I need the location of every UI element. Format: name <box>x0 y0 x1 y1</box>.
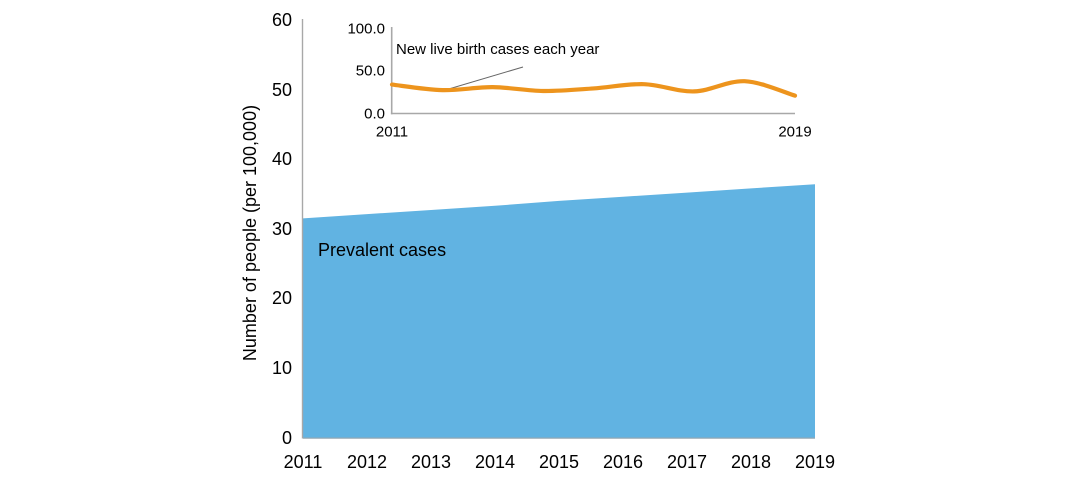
main-y-tick-label: 0 <box>281 427 292 448</box>
main-x-tick-label: 2012 <box>346 452 388 472</box>
main-y-tick-label: 20 <box>271 288 292 309</box>
annotation-leader-line <box>441 66 524 92</box>
main-x-tick-label: 2016 <box>602 452 644 472</box>
inset-y-tick-label: 100.0 <box>347 20 385 37</box>
inset-annotation-label: New live birth cases each year <box>396 41 600 58</box>
main-x-tick-label: 2019 <box>794 452 836 472</box>
main-x-tick-label: 2014 <box>474 452 516 472</box>
main-y-tick-label: 40 <box>271 149 292 170</box>
inset-y-tick-label: 50.0 <box>355 62 385 80</box>
inset-x-tick-label: 2019 <box>778 123 812 141</box>
new-live-birth-cases-line <box>389 79 798 98</box>
inset-x-tick-label: 2011 <box>375 123 409 141</box>
prevalent-cases-area <box>303 184 815 438</box>
main-y-tick-label: 60 <box>271 10 292 30</box>
main-y-tick-label: 30 <box>271 218 292 239</box>
main-x-tick-label: 2015 <box>538 452 580 472</box>
main-x-tick-label: 2018 <box>730 452 772 472</box>
main-x-tick-label: 2011 <box>283 452 323 472</box>
prevalent-cases-label: Prevalent cases <box>318 240 447 260</box>
main-y-tick-label: 50 <box>271 79 292 100</box>
inset-y-tick-label: 0.0 <box>364 105 385 122</box>
main-y-tick-label: 10 <box>271 357 292 378</box>
main-y-axis-title: Number of people (per 100,000) <box>240 104 260 362</box>
main-x-tick-label: 2017 <box>666 452 708 472</box>
main-x-tick-label: 2013 <box>410 452 452 472</box>
